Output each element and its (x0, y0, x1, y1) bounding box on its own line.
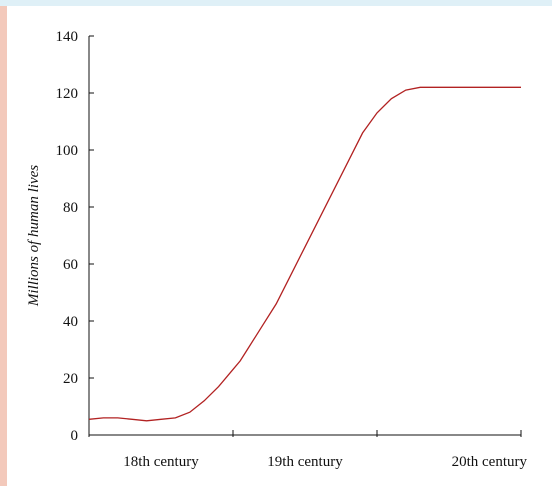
y-tick-label: 20 (63, 371, 78, 387)
y-tick-label: 40 (63, 314, 78, 330)
y-tick-label: 120 (56, 86, 79, 102)
top-decorative-band (0, 0, 552, 6)
y-tick-label: 0 (71, 428, 79, 444)
left-decorative-band (0, 6, 7, 486)
y-axis: 0 20 40 60 80 100 120 140 (56, 29, 94, 444)
x-category-label: 19th century (267, 454, 343, 470)
x-category-label: 20th century (452, 454, 528, 470)
x-axis: 18th century 19th century 20th century (88, 430, 528, 470)
y-tick-label: 80 (63, 200, 78, 216)
y-tick-label: 100 (56, 143, 79, 159)
series-line (88, 86, 521, 422)
y-axis-title: Millions of human lives (26, 165, 42, 307)
x-category-label: 18th century (123, 454, 199, 470)
y-tick-label: 140 (56, 29, 79, 45)
y-tick-label: 60 (63, 257, 78, 273)
